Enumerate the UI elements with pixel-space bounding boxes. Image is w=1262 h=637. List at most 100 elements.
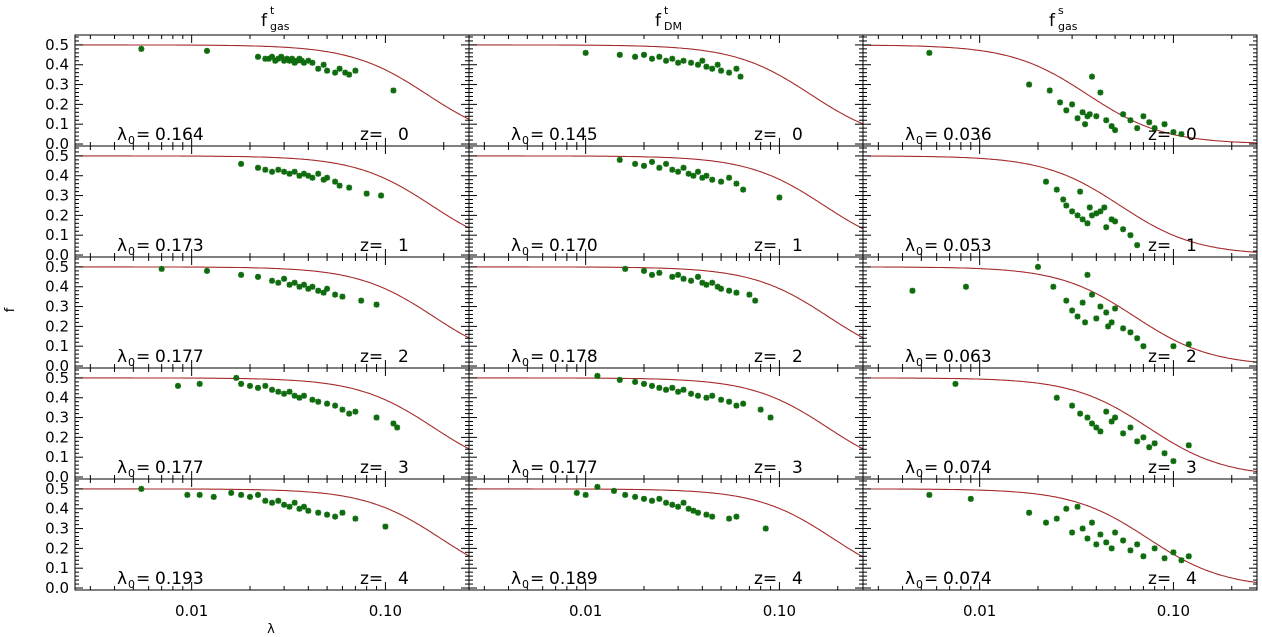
y-tick-label: 0.5 <box>45 147 69 165</box>
data-point <box>283 55 290 62</box>
data-point <box>346 410 353 417</box>
x-tick-label: 0.10 <box>763 602 796 620</box>
data-point <box>699 57 706 64</box>
model-curve <box>75 488 470 557</box>
lambda0-subscript: 0 <box>128 245 135 258</box>
redshift-label: z= <box>360 569 383 589</box>
y-tick-label: 0.4 <box>45 56 69 74</box>
lambda0-symbol: λ <box>511 125 521 145</box>
data-point <box>767 414 774 421</box>
data-point <box>675 168 682 175</box>
data-point <box>286 57 293 64</box>
data-point <box>680 275 687 282</box>
column-title-superscript: t <box>270 4 275 17</box>
data-point <box>1069 101 1076 108</box>
data-point <box>703 394 710 401</box>
model-curve <box>75 266 470 339</box>
data-point <box>632 493 639 500</box>
data-point <box>1074 212 1081 219</box>
y-axis-label: f <box>3 307 18 312</box>
lambda0-subscript: 0 <box>522 134 529 147</box>
data-point <box>733 402 740 409</box>
y-tick-label: 0.5 <box>45 258 69 276</box>
data-point <box>309 396 316 403</box>
data-point <box>138 45 145 52</box>
data-point <box>1178 131 1185 138</box>
data-point <box>680 57 687 64</box>
data-point <box>1127 424 1134 431</box>
data-point <box>1170 129 1177 136</box>
data-point <box>158 265 165 272</box>
data-point <box>265 55 272 62</box>
data-point <box>1134 335 1141 342</box>
lambda0-value: 0.074 <box>943 458 992 478</box>
data-point <box>233 374 240 381</box>
redshift-value: 4 <box>1186 569 1197 589</box>
column-title-subscript: gas <box>1058 20 1078 33</box>
y-tick-label: 0.1 <box>45 448 69 466</box>
data-point <box>1161 450 1168 457</box>
y-tick-label: 0.3 <box>45 76 69 94</box>
lambda0-equals: = <box>530 236 544 256</box>
data-point <box>709 279 716 286</box>
data-point <box>680 499 687 506</box>
redshift-label: z= <box>360 125 383 145</box>
y-tick-label: 0.2 <box>45 539 69 557</box>
data-point <box>582 49 589 56</box>
data-point <box>1120 226 1127 233</box>
data-point <box>324 285 331 292</box>
x-tick-label: 0.01 <box>569 602 602 620</box>
data-point <box>663 386 670 393</box>
data-point <box>1178 557 1185 564</box>
data-point <box>336 182 343 189</box>
lambda0-symbol: λ <box>905 236 915 256</box>
panel: λ 0 = 0.036 z= 0 <box>862 34 1258 147</box>
data-point <box>1057 99 1064 106</box>
data-point <box>1034 263 1041 270</box>
lambda0-symbol: λ <box>905 347 915 367</box>
data-point <box>346 71 353 78</box>
data-point <box>1146 444 1153 451</box>
data-point <box>1053 186 1060 193</box>
lambda0-equals: = <box>136 569 150 589</box>
data-point <box>649 271 656 278</box>
y-tick-label: 0.5 <box>45 480 69 498</box>
panel-frame <box>74 478 470 591</box>
data-point <box>281 168 288 175</box>
data-point <box>332 513 339 520</box>
data-point <box>339 509 346 516</box>
data-point <box>909 287 916 294</box>
panel-grid: 0.00.10.20.30.40.5λ 0 = 0.164 z= 00.00.10.20.… <box>45 34 1258 620</box>
redshift-value: 1 <box>792 236 803 256</box>
data-point <box>262 166 269 173</box>
data-point <box>324 67 331 74</box>
data-point <box>718 396 725 403</box>
data-point <box>1151 545 1158 552</box>
data-point <box>1103 309 1110 316</box>
panel: 0.00.10.20.30.40.5λ 0 = 0.164 z= 0 <box>45 34 470 153</box>
model-curve <box>469 377 864 450</box>
data-point <box>1089 420 1095 427</box>
data-point <box>1084 271 1091 278</box>
data-point <box>1043 519 1049 526</box>
data-point <box>1053 515 1060 522</box>
data-point <box>1185 442 1192 449</box>
data-point <box>1079 216 1086 223</box>
data-point <box>203 47 210 54</box>
data-point <box>573 489 580 496</box>
data-point <box>246 382 253 389</box>
data-point <box>1112 218 1119 225</box>
y-tick-label: 0.0 <box>45 579 69 597</box>
data-point <box>296 172 303 179</box>
data-point <box>1026 509 1033 516</box>
data-point <box>269 277 276 284</box>
redshift-value: 1 <box>398 236 409 256</box>
data-point <box>1093 210 1100 217</box>
data-point <box>281 390 288 397</box>
y-tick-label: 0.3 <box>45 520 69 538</box>
data-point <box>238 380 245 387</box>
data-point <box>726 69 733 76</box>
data-point <box>352 67 359 74</box>
data-point <box>663 57 670 64</box>
